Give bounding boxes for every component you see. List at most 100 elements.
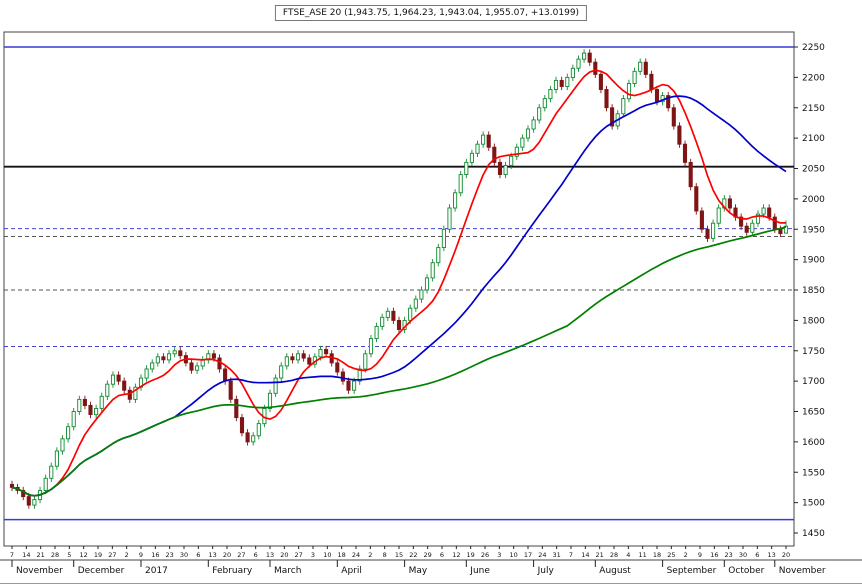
- candle-body: [699, 210, 704, 230]
- day-label: 23: [725, 551, 733, 559]
- y-tick-label: 2100: [802, 134, 825, 144]
- y-axis: 2250 2200 2150 2100 2050 2000 1950 1900 1850 1800…: [794, 43, 825, 539]
- day-label: 31: [553, 551, 561, 559]
- candle-body: [223, 368, 228, 382]
- day-label: 18: [653, 551, 661, 559]
- candle-body: [396, 319, 402, 330]
- ma-line-slow: [11, 226, 787, 497]
- ma-line-fast: [11, 69, 786, 497]
- candle-body: [71, 411, 76, 428]
- month-label: 2017: [145, 566, 168, 576]
- candle-body: [570, 67, 575, 78]
- candle-body: [363, 353, 368, 370]
- y-tick-label: 1600: [802, 438, 825, 448]
- candle-body: [783, 225, 789, 234]
- candle-body: [385, 310, 390, 318]
- candle-body: [537, 107, 542, 121]
- day-label: 16: [710, 551, 718, 559]
- month-label: March: [274, 566, 301, 576]
- candle-body: [716, 207, 721, 224]
- day-label: 28: [610, 551, 618, 559]
- candle-body: [391, 310, 396, 321]
- day-label: 27: [237, 551, 245, 559]
- candle-body: [239, 417, 245, 434]
- day-label: 20: [782, 551, 790, 559]
- candle-body: [632, 70, 637, 84]
- candle-body: [279, 365, 284, 379]
- month-label: August: [599, 566, 631, 576]
- candle-body: [453, 192, 458, 209]
- candle-body: [593, 61, 598, 75]
- day-label: 24: [538, 551, 546, 559]
- candle-body: [694, 186, 699, 212]
- day-label: 9: [139, 551, 143, 559]
- candle-body: [77, 398, 82, 412]
- day-label: 10: [510, 551, 518, 559]
- candle-body: [228, 380, 233, 400]
- y-tick-label: 1850: [802, 286, 825, 296]
- candle-body: [643, 61, 648, 75]
- y-tick-label: 1950: [802, 225, 825, 235]
- month-label: November: [779, 566, 826, 576]
- candle-body: [105, 383, 110, 397]
- day-label: 12: [80, 551, 88, 559]
- candle-body: [509, 155, 514, 166]
- candle-body: [178, 350, 183, 357]
- candle-body: [610, 107, 615, 127]
- candle-body: [475, 143, 480, 154]
- candle-body: [290, 356, 295, 361]
- candle-body: [531, 119, 536, 130]
- candle-body: [492, 146, 497, 163]
- candle-body: [357, 368, 362, 382]
- day-label: 5: [67, 551, 71, 559]
- day-label: 15: [395, 551, 403, 559]
- day-label: 9: [698, 551, 702, 559]
- day-label: 13: [209, 551, 217, 559]
- candle-body: [481, 134, 486, 145]
- candle-body: [161, 356, 166, 361]
- candle-body: [447, 207, 452, 230]
- candle-body: [346, 380, 351, 391]
- day-label: 19: [467, 551, 475, 559]
- candle-body: [307, 357, 312, 365]
- candle-body: [772, 216, 777, 230]
- candle-body: [582, 52, 587, 60]
- candle-body: [133, 386, 138, 400]
- candle-body: [32, 499, 37, 506]
- month-label: July: [537, 566, 555, 576]
- candle-body: [469, 152, 474, 163]
- candle-body: [122, 380, 127, 391]
- candle-body: [576, 58, 581, 69]
- candle-body: [413, 298, 418, 309]
- candle-body: [682, 143, 688, 163]
- month-label: February: [212, 566, 253, 576]
- candle-body: [739, 216, 744, 227]
- day-label: 29: [424, 551, 432, 559]
- candle-body: [166, 353, 172, 361]
- month-label: September: [667, 566, 717, 576]
- candle-body: [60, 438, 65, 452]
- candle-body: [587, 52, 592, 63]
- day-label: 23: [166, 551, 174, 559]
- candle-body: [256, 423, 261, 437]
- candle-body: [368, 338, 374, 355]
- candle-body: [127, 389, 132, 400]
- month-label: May: [409, 566, 428, 576]
- candle-body: [497, 161, 503, 175]
- y-tick-label: 2000: [802, 195, 825, 205]
- candle-body: [755, 213, 761, 224]
- month-label: April: [341, 566, 362, 576]
- candle-body: [520, 137, 525, 148]
- candle-body: [66, 426, 71, 440]
- candle-body: [273, 377, 278, 394]
- y-tick-label: 2050: [802, 165, 825, 175]
- candle-body: [116, 374, 121, 382]
- day-label: 14: [581, 551, 589, 559]
- candle-body: [94, 408, 99, 416]
- candle-body: [211, 353, 216, 359]
- day-label: 17: [524, 551, 532, 559]
- candle-body: [778, 228, 783, 235]
- candle-body: [767, 207, 772, 218]
- candle-body: [553, 79, 559, 90]
